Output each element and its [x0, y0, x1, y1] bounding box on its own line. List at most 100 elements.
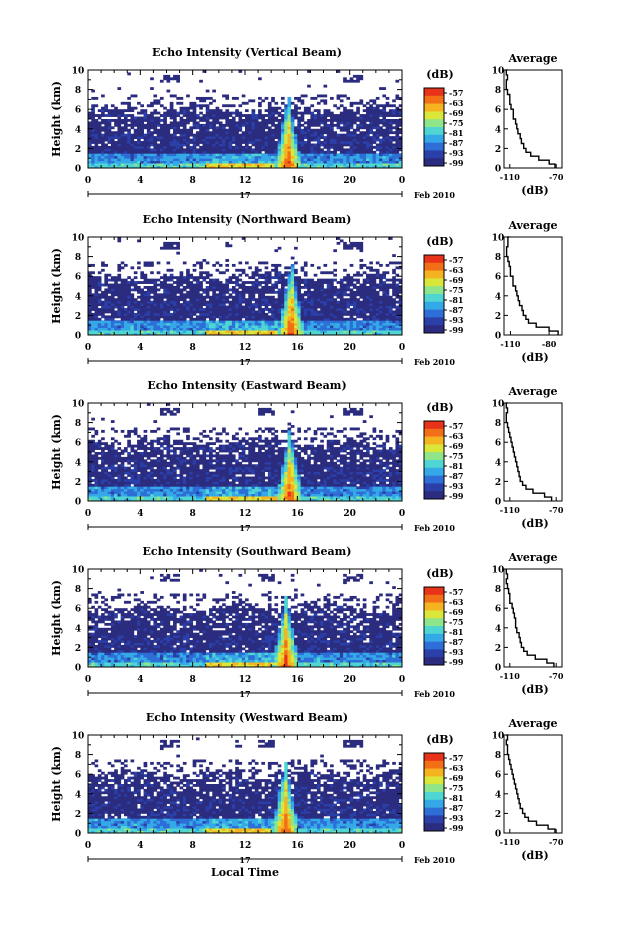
heatmap-cell: [280, 283, 285, 287]
heatmap-cell: [303, 300, 308, 304]
heatmap-cell: [225, 133, 230, 137]
heatmap-cell: [326, 153, 331, 157]
heatmap-cell: [231, 332, 236, 336]
heatmap-cell: [123, 155, 128, 159]
heatmap-cell: [258, 133, 262, 137]
heatmap-cell: [261, 126, 266, 130]
heatmap-cell: [176, 246, 180, 250]
heatmap-cell: [238, 322, 243, 326]
heatmap-cell: [120, 111, 125, 115]
heatmap-cell: [369, 153, 373, 157]
heatmap-cell: [303, 327, 308, 331]
heatmap-cell: [212, 263, 216, 267]
heatmap-cell: [241, 141, 246, 144]
heatmap-cell: [267, 121, 272, 125]
heatmap-cell: [316, 310, 321, 314]
heatmap-cell: [313, 327, 318, 331]
heatmap-cell: [392, 104, 396, 108]
heatmap-cell: [133, 330, 138, 333]
heatmap-cell: [277, 271, 282, 275]
heatmap-cell: [346, 320, 351, 324]
heatmap-cell: [310, 327, 315, 331]
heatmap-cell: [146, 163, 151, 166]
heatmap-cell: [382, 281, 387, 284]
heatmap-cell: [231, 330, 236, 333]
heatmap-cell: [166, 327, 171, 331]
heatmap-cell: [395, 165, 400, 169]
heatmap-cell: [153, 138, 158, 142]
heatmap-cell: [323, 293, 328, 297]
heatmap-cell: [94, 442, 99, 446]
heatmap-cell: [117, 315, 122, 319]
heatmap-cell: [218, 303, 223, 306]
heatmap-cell: [235, 160, 239, 164]
heatmap-cell: [359, 163, 364, 166]
heatmap-cell: [330, 295, 334, 299]
heatmap-cell: [330, 136, 334, 139]
heatmap-cell: [290, 271, 295, 275]
heatmap-cell: [261, 136, 266, 139]
heatmap-cell: [316, 155, 321, 159]
heatmap-cell: [271, 300, 275, 304]
heatmap-cell: [300, 111, 305, 115]
heatmap-cell: [382, 320, 387, 324]
heatmap-cell: [117, 123, 122, 127]
heatmap-cell: [137, 126, 141, 130]
heatmap-cell: [173, 148, 177, 152]
heatmap-cell: [267, 281, 272, 284]
heatmap-cell: [294, 312, 298, 316]
heatmap-cell: [254, 312, 259, 316]
heatmap-cell: [264, 119, 269, 122]
heatmap-cell: [202, 133, 207, 137]
heatmap-cell: [307, 290, 311, 294]
heatmap-cell: [287, 145, 292, 149]
heatmap-cell: [316, 138, 321, 142]
heatmap-cell: [192, 143, 197, 147]
heatmap-cell: [215, 330, 220, 333]
heatmap-cell: [228, 244, 233, 248]
heatmap-cell: [372, 295, 377, 299]
heatmap-cell: [182, 138, 187, 142]
heatmap-cell: [192, 308, 197, 311]
heatmap-cell: [150, 281, 154, 284]
heatmap-cell: [300, 119, 305, 122]
heatmap-cell: [133, 153, 138, 157]
heatmap-cell: [310, 165, 315, 169]
heatmap-cell: [212, 290, 216, 294]
heatmap-cell: [336, 288, 341, 292]
heatmap-cell: [254, 290, 259, 294]
heatmap-cell: [323, 114, 328, 117]
heatmap-cell: [130, 325, 135, 329]
heatmap-cell: [146, 165, 151, 169]
heatmap-cell: [248, 136, 252, 139]
heatmap-cell: [382, 325, 387, 329]
heatmap-cell: [297, 278, 301, 282]
heatmap-cell: [137, 119, 141, 122]
heatmap-cell: [231, 148, 236, 152]
heatmap-cell: [258, 155, 262, 159]
heatmap-cell: [349, 315, 354, 319]
heatmap-cell: [323, 278, 328, 282]
heatmap-cell: [280, 119, 285, 122]
average-title: Average: [507, 219, 557, 232]
heatmap-cell: [372, 153, 377, 157]
heatmap-cell: [91, 464, 95, 468]
heatmap-cell: [284, 128, 288, 132]
heatmap-cell: [228, 148, 233, 152]
heatmap-cell: [182, 327, 187, 331]
heatmap-cell: [179, 273, 184, 277]
heatmap-cell: [395, 119, 400, 122]
heatmap-cell: [205, 121, 210, 125]
heatmap-cell: [176, 145, 180, 149]
heatmap-cell: [192, 150, 197, 154]
heatmap-cell: [241, 288, 246, 292]
heatmap-cell: [248, 281, 252, 284]
heatmap-cell: [127, 332, 131, 336]
heatmap-cell: [362, 290, 367, 294]
heatmap-cell: [388, 141, 393, 144]
heatmap-cell: [107, 278, 112, 282]
heatmap-cell: [143, 138, 148, 142]
heatmap-cell: [336, 143, 341, 147]
heatmap-cell: [392, 300, 396, 304]
heatmap-cell: [117, 145, 122, 149]
